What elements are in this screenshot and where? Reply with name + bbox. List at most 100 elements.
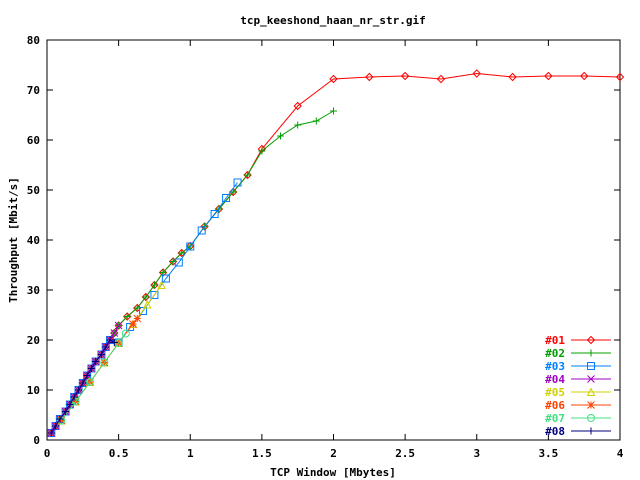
x-tick-label: 1 [187,447,194,460]
data-point [87,365,95,372]
data-point [56,415,64,423]
series-line [60,333,127,421]
series-8 [47,336,118,437]
data-point [85,378,94,386]
chart-title: tcp_keeshond_haan_nr_str.gif [240,14,425,27]
y-tick-label: 30 [27,284,40,297]
data-point [312,117,320,125]
data-point [47,429,55,437]
y-tick-label: 10 [27,384,40,397]
data-point [215,205,223,213]
series-1 [47,69,625,438]
x-axis-label: TCP Window [Mbytes] [270,466,396,479]
y-tick-label: 80 [27,34,40,47]
data-point [102,343,110,351]
data-point [138,307,147,315]
data-point [142,299,152,309]
data-point [210,210,219,218]
legend-label: #02 [545,347,565,360]
y-tick-label: 40 [27,234,40,247]
x-tick-label: 2.5 [395,447,415,460]
x-tick-label: 3.5 [538,447,558,460]
data-point [75,386,83,394]
legend-label: #06 [545,399,565,412]
data-point [174,258,183,267]
x-ticks: 0 0.5 1 1.5 2 2.5 3 3.5 4 [44,40,624,460]
series-line [50,72,621,434]
y-tick-label: 20 [27,334,40,347]
data-point [615,72,625,82]
data-point [222,194,231,202]
data-point [150,281,158,289]
legend-label: #03 [545,360,565,373]
legend-marker [587,375,595,383]
data-point [244,171,252,179]
data-point [150,291,159,299]
plot-frame [46,39,621,441]
data-point [579,71,589,81]
data-point [92,358,100,365]
data-point [233,178,242,187]
legend-marker [586,335,596,345]
y-tick-label: 0 [33,434,40,447]
data-point [258,147,266,155]
data-point [110,329,119,337]
data-point [178,249,186,257]
legend-entry: #04 [545,373,611,386]
legend-label: #01 [545,334,565,347]
data-point [133,314,142,323]
y-tick-label: 50 [27,184,40,197]
y-tick-label: 70 [27,84,40,97]
data-point [52,422,60,430]
legend-marker [586,387,596,396]
x-tick-label: 1.5 [252,447,272,460]
legend-label: #04 [545,373,565,386]
legend-marker [587,427,595,435]
data-point [161,274,170,283]
data-point [121,329,130,338]
data-point [70,393,78,401]
x-tick-label: 0.5 [109,447,129,460]
data-point [100,358,109,367]
data-point [472,69,481,78]
legend-label: #08 [545,425,565,438]
legend-entry: #06 [545,399,611,412]
data-point [508,72,517,82]
y-ticks: 0 10 20 30 40 50 60 70 80 [27,34,620,447]
data-point [97,351,105,358]
legend-entry: #08 [545,425,611,438]
data-point [83,372,91,379]
data-point [142,293,150,301]
x-tick-label: 4 [617,447,624,460]
legend-entry: #05 [545,386,611,399]
data-point [106,336,114,344]
data-point [62,408,70,415]
data-point [400,71,410,81]
legend-entry: #03 [545,360,611,373]
data-point [294,121,302,129]
data-point [330,107,337,115]
data-point [123,313,131,320]
y-tick-label: 60 [27,134,40,147]
legend-label: #07 [545,412,565,425]
data-point [79,379,87,387]
data-point [276,132,284,140]
x-tick-label: 2 [330,447,337,460]
data-point [114,321,123,330]
legend-marker [587,401,595,409]
legend: #01#02#03#04#05#06#07#08 [545,334,611,438]
data-point [365,72,374,82]
series-2 [47,107,337,437]
legend-entry: #07 [545,412,611,425]
series-layer [47,69,625,438]
legend-label: #05 [545,386,565,399]
x-tick-label: 3 [473,447,480,460]
data-point [293,101,302,111]
data-point [197,226,206,235]
y-axis-label: Throughput [Mbit/s] [7,177,20,303]
data-point [544,71,553,81]
legend-marker [587,414,595,422]
data-point [157,280,166,289]
legend-marker [587,362,595,370]
